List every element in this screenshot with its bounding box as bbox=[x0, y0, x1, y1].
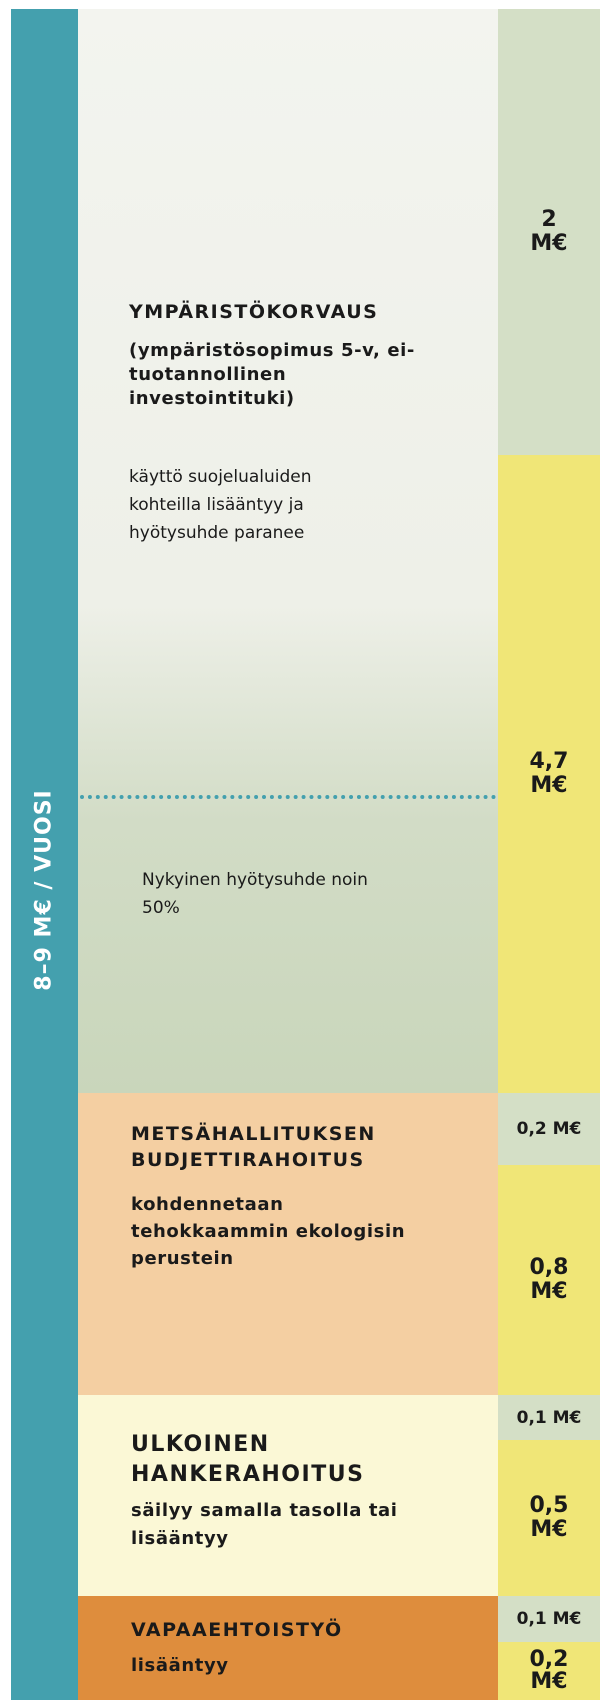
section-title: VAPAAEHTOISTYÖ bbox=[131, 1619, 343, 1641]
amount: 0,1 M€ bbox=[516, 1609, 582, 1629]
section-background bbox=[78, 1093, 498, 1395]
section-subtitle: kohdennetaan tehokkaammin ekologisin per… bbox=[131, 1194, 406, 1269]
section-title: METSÄHALLITUKSEN BUDJETTIRAHOITUS bbox=[131, 1123, 376, 1171]
amount-cell: 0,1 M€ bbox=[498, 1395, 600, 1440]
section-background bbox=[78, 9, 498, 1093]
amount: 0,1 M€ bbox=[516, 1407, 582, 1428]
section-background bbox=[78, 1596, 498, 1700]
amount-cell: 0,8 M€ bbox=[498, 1165, 600, 1395]
amount: 0,2 M€ bbox=[529, 1647, 569, 1694]
section-description: käyttö suojelualuiden kohteilla lisäänty… bbox=[129, 467, 312, 543]
section-subtitle: (ympäristösopimus 5-v, ei-tuotannollinen… bbox=[129, 340, 415, 409]
amount: 4,7 M€ bbox=[529, 749, 569, 798]
amount: 0,5 M€ bbox=[529, 1493, 569, 1542]
section-title: ULKOINEN HANKERAHOITUS bbox=[131, 1432, 365, 1487]
amount: 2 M€ bbox=[530, 207, 568, 256]
amount-cell: 0,2 M€ bbox=[498, 1642, 600, 1700]
amount-cell: 2 M€ bbox=[498, 9, 600, 455]
amount: 0,8 M€ bbox=[529, 1255, 569, 1304]
section-title: YMPÄRISTÖKORVAUS bbox=[129, 301, 379, 323]
amount-cell: 0,1 M€ bbox=[498, 1596, 600, 1642]
side-bar bbox=[11, 9, 78, 1700]
section-background bbox=[78, 1395, 498, 1596]
amount-cell: 0,2 M€ bbox=[498, 1093, 600, 1165]
amount-cell: 0,5 M€ bbox=[498, 1440, 600, 1596]
amount-cell: 4,7 M€ bbox=[498, 455, 600, 1093]
section-subtitle: säilyy samalla tasolla tai lisääntyy bbox=[131, 1500, 398, 1549]
section-note: Nykyinen hyötysuhde noin 50% bbox=[142, 870, 368, 918]
amount: 0,2 M€ bbox=[516, 1119, 582, 1139]
section-subtitle: lisääntyy bbox=[131, 1655, 229, 1676]
dotted-divider bbox=[80, 795, 496, 799]
side-label: 8–9 M€ / VUOSI bbox=[31, 789, 57, 991]
